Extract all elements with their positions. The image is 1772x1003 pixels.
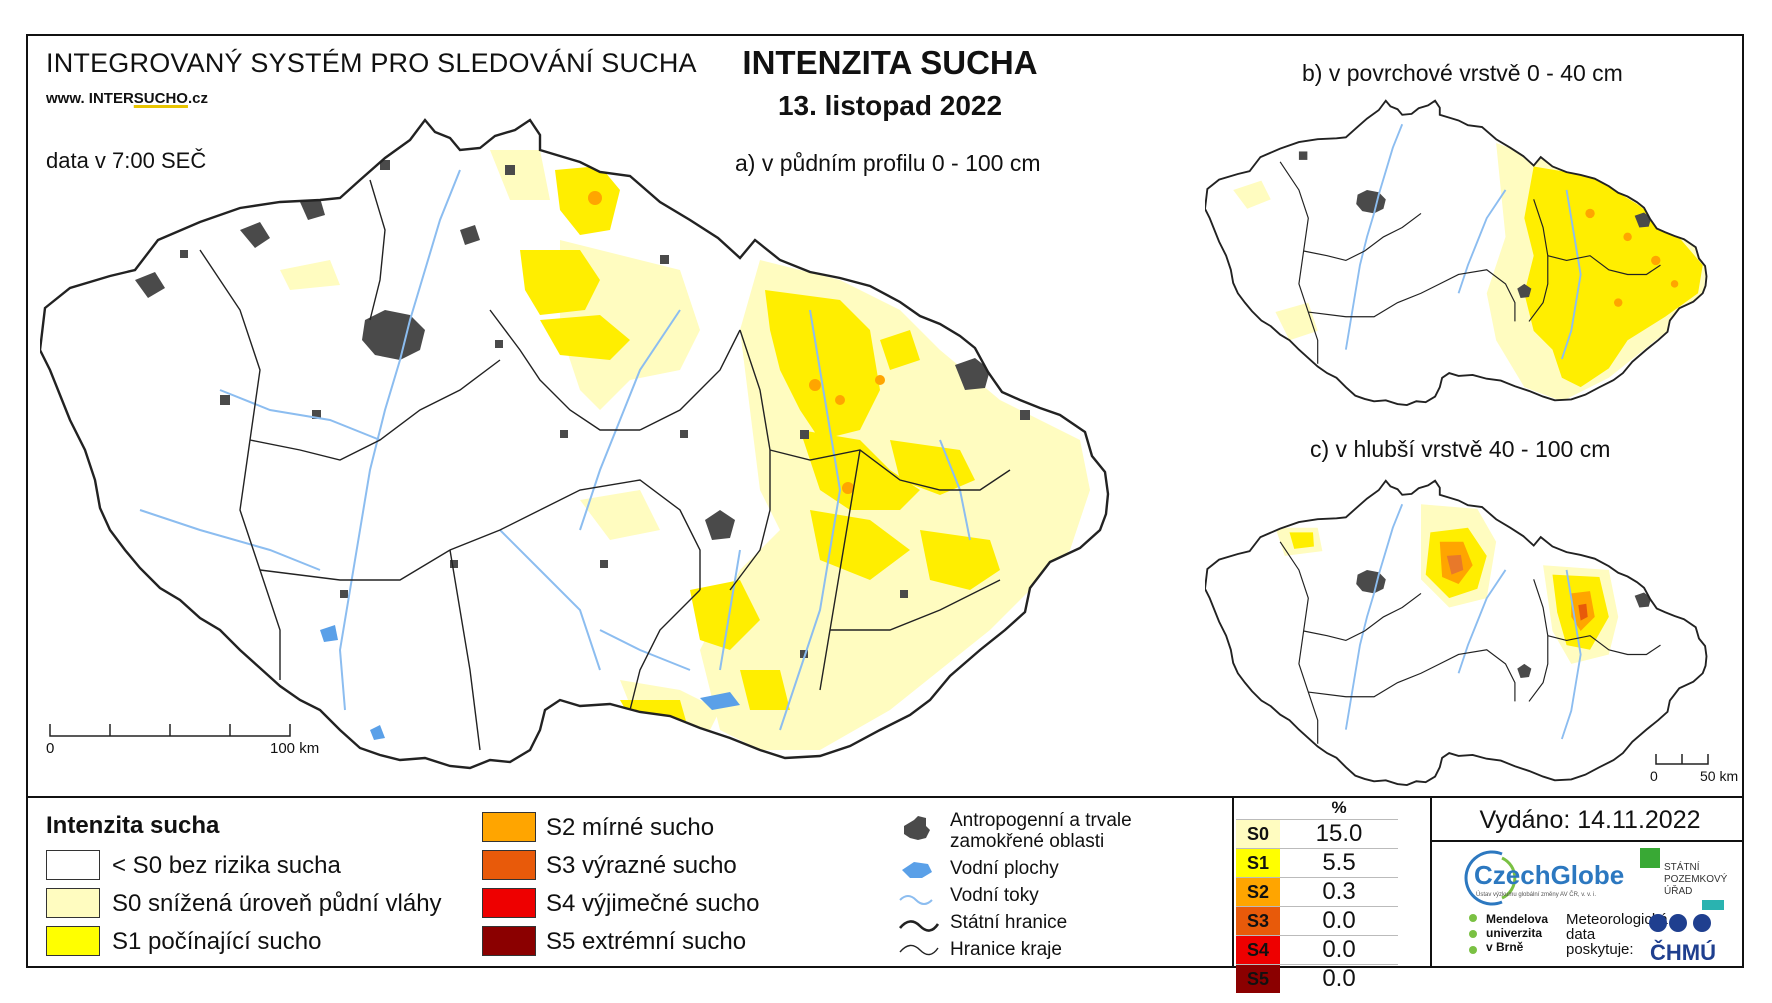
legend-urban-areas: Antropogenní a trvale zamokřené oblasti bbox=[950, 810, 1132, 852]
map-c bbox=[1205, 479, 1708, 786]
stats-table: % S0 15.0 S1 5.5 S2 0.3 S3 0.0 S4 0.0 S5 0.0 bbox=[1236, 796, 1431, 993]
legend-state-border: Státní hranice bbox=[950, 912, 1068, 933]
scale-small-end: 50 km bbox=[1700, 768, 1739, 784]
scale-main-zero: 0 bbox=[46, 740, 55, 757]
page-title: INTENZITA SUCHA bbox=[742, 44, 1038, 81]
legend-s4: S4 výjimečné sucho bbox=[546, 890, 760, 917]
map-a-label: a) v půdním profilu 0 - 100 cm bbox=[735, 150, 1041, 176]
page-date: 13. listopad 2022 bbox=[777, 90, 1003, 121]
scale-small-zero: 0 bbox=[1650, 768, 1658, 784]
stats-code-s5: S5 bbox=[1236, 964, 1280, 993]
stats-code-s4: S4 bbox=[1236, 935, 1280, 965]
scale-main-end: 100 km bbox=[270, 740, 320, 757]
legend-region-border: Hranice kraje bbox=[950, 939, 1062, 960]
issued-separator bbox=[1432, 840, 1744, 842]
scale-bar-main bbox=[49, 724, 291, 737]
legend-rivers: Vodní toky bbox=[950, 885, 1039, 906]
swatch-s0 bbox=[46, 888, 100, 918]
scale-bar-small bbox=[1655, 754, 1709, 765]
stats-value-s1: 5.5 bbox=[1280, 848, 1398, 878]
legend-water-bodies: Vodní plochy bbox=[950, 858, 1059, 879]
legend-s2: S2 mírné sucho bbox=[546, 814, 715, 841]
stats-code-s3: S3 bbox=[1236, 906, 1280, 936]
spu-logo-text: STÁTNÍ POZEMKOVÝ ÚŘAD bbox=[1664, 862, 1728, 897]
legend-s3: S3 výrazné sucho bbox=[546, 852, 737, 879]
spu-logo-icon bbox=[1640, 848, 1660, 868]
stats-code-s2: S2 bbox=[1236, 877, 1280, 907]
urban-area-icon bbox=[904, 816, 930, 840]
czechglobe-subtitle: Ústav výzkumu globální změny AV ČR, v. v… bbox=[1476, 892, 1597, 898]
map-c-label: c) v hlubší vrstvě 40 - 100 cm bbox=[1310, 436, 1611, 462]
meteo-data-text: Meteorologická data poskytuje: bbox=[1566, 911, 1668, 958]
map-a bbox=[40, 118, 1110, 770]
swatch-below-s0 bbox=[46, 850, 100, 880]
mendel-logo: Mendelova univerzita v Brně bbox=[1486, 912, 1549, 954]
map-b bbox=[1205, 99, 1708, 406]
swatch-s4 bbox=[482, 888, 536, 918]
region-border-icon bbox=[899, 944, 939, 956]
map-b-label: b) v povrchové vrstvě 0 - 40 cm bbox=[1302, 60, 1623, 86]
chmu-logo: ČHMÚ bbox=[1650, 940, 1716, 965]
swatch-s5 bbox=[482, 926, 536, 956]
swatch-s2 bbox=[482, 812, 536, 842]
legend-title: Intenzita sucha bbox=[46, 812, 220, 839]
stats-value-s0: 15.0 bbox=[1280, 819, 1398, 849]
issued-date: Vydáno: 14.11.2022 bbox=[1479, 806, 1701, 834]
stats-value-s2: 0.3 bbox=[1280, 877, 1398, 907]
symbol-icons bbox=[899, 816, 940, 956]
swatch-s3 bbox=[482, 850, 536, 880]
stats-code-s0: S0 bbox=[1236, 819, 1280, 849]
water-body-icon bbox=[902, 862, 932, 878]
legend-s0: S0 snížená úroveň půdní vláhy bbox=[112, 890, 442, 917]
swatch-s1 bbox=[46, 926, 100, 956]
website-link[interactable]: www. INTERSUCHO.cz bbox=[46, 90, 208, 107]
legend-s5: S5 extrémní sucho bbox=[546, 928, 747, 955]
czechglobe-name: CzechGlobe bbox=[1474, 860, 1625, 890]
legend-separator bbox=[26, 796, 1744, 798]
stats-value-s4: 0.0 bbox=[1280, 935, 1398, 965]
stats-value-s5: 0.0 bbox=[1280, 964, 1398, 993]
river-icon bbox=[899, 895, 933, 905]
system-title: INTEGROVANÝ SYSTÉM PRO SLEDOVÁNÍ SUCHA bbox=[46, 48, 697, 78]
stats-header: % bbox=[1331, 797, 1347, 817]
stats-code-s1: S1 bbox=[1236, 848, 1280, 878]
legend-s1: S1 počínající sucho bbox=[112, 928, 322, 955]
state-border-icon bbox=[899, 920, 940, 932]
stats-right-divider bbox=[1430, 796, 1432, 968]
data-time: data v 7:00 SEČ bbox=[46, 148, 207, 173]
czechglobe-logo bbox=[1464, 850, 1517, 906]
chmu-logo-icon bbox=[1649, 914, 1711, 932]
legend-below-s0: < S0 bez rizika sucha bbox=[112, 852, 341, 879]
spu-logo-bar bbox=[1702, 900, 1724, 910]
mendel-dots-icon bbox=[1469, 914, 1477, 954]
stats-value-s3: 0.0 bbox=[1280, 906, 1398, 936]
stats-left-divider bbox=[1232, 796, 1234, 968]
